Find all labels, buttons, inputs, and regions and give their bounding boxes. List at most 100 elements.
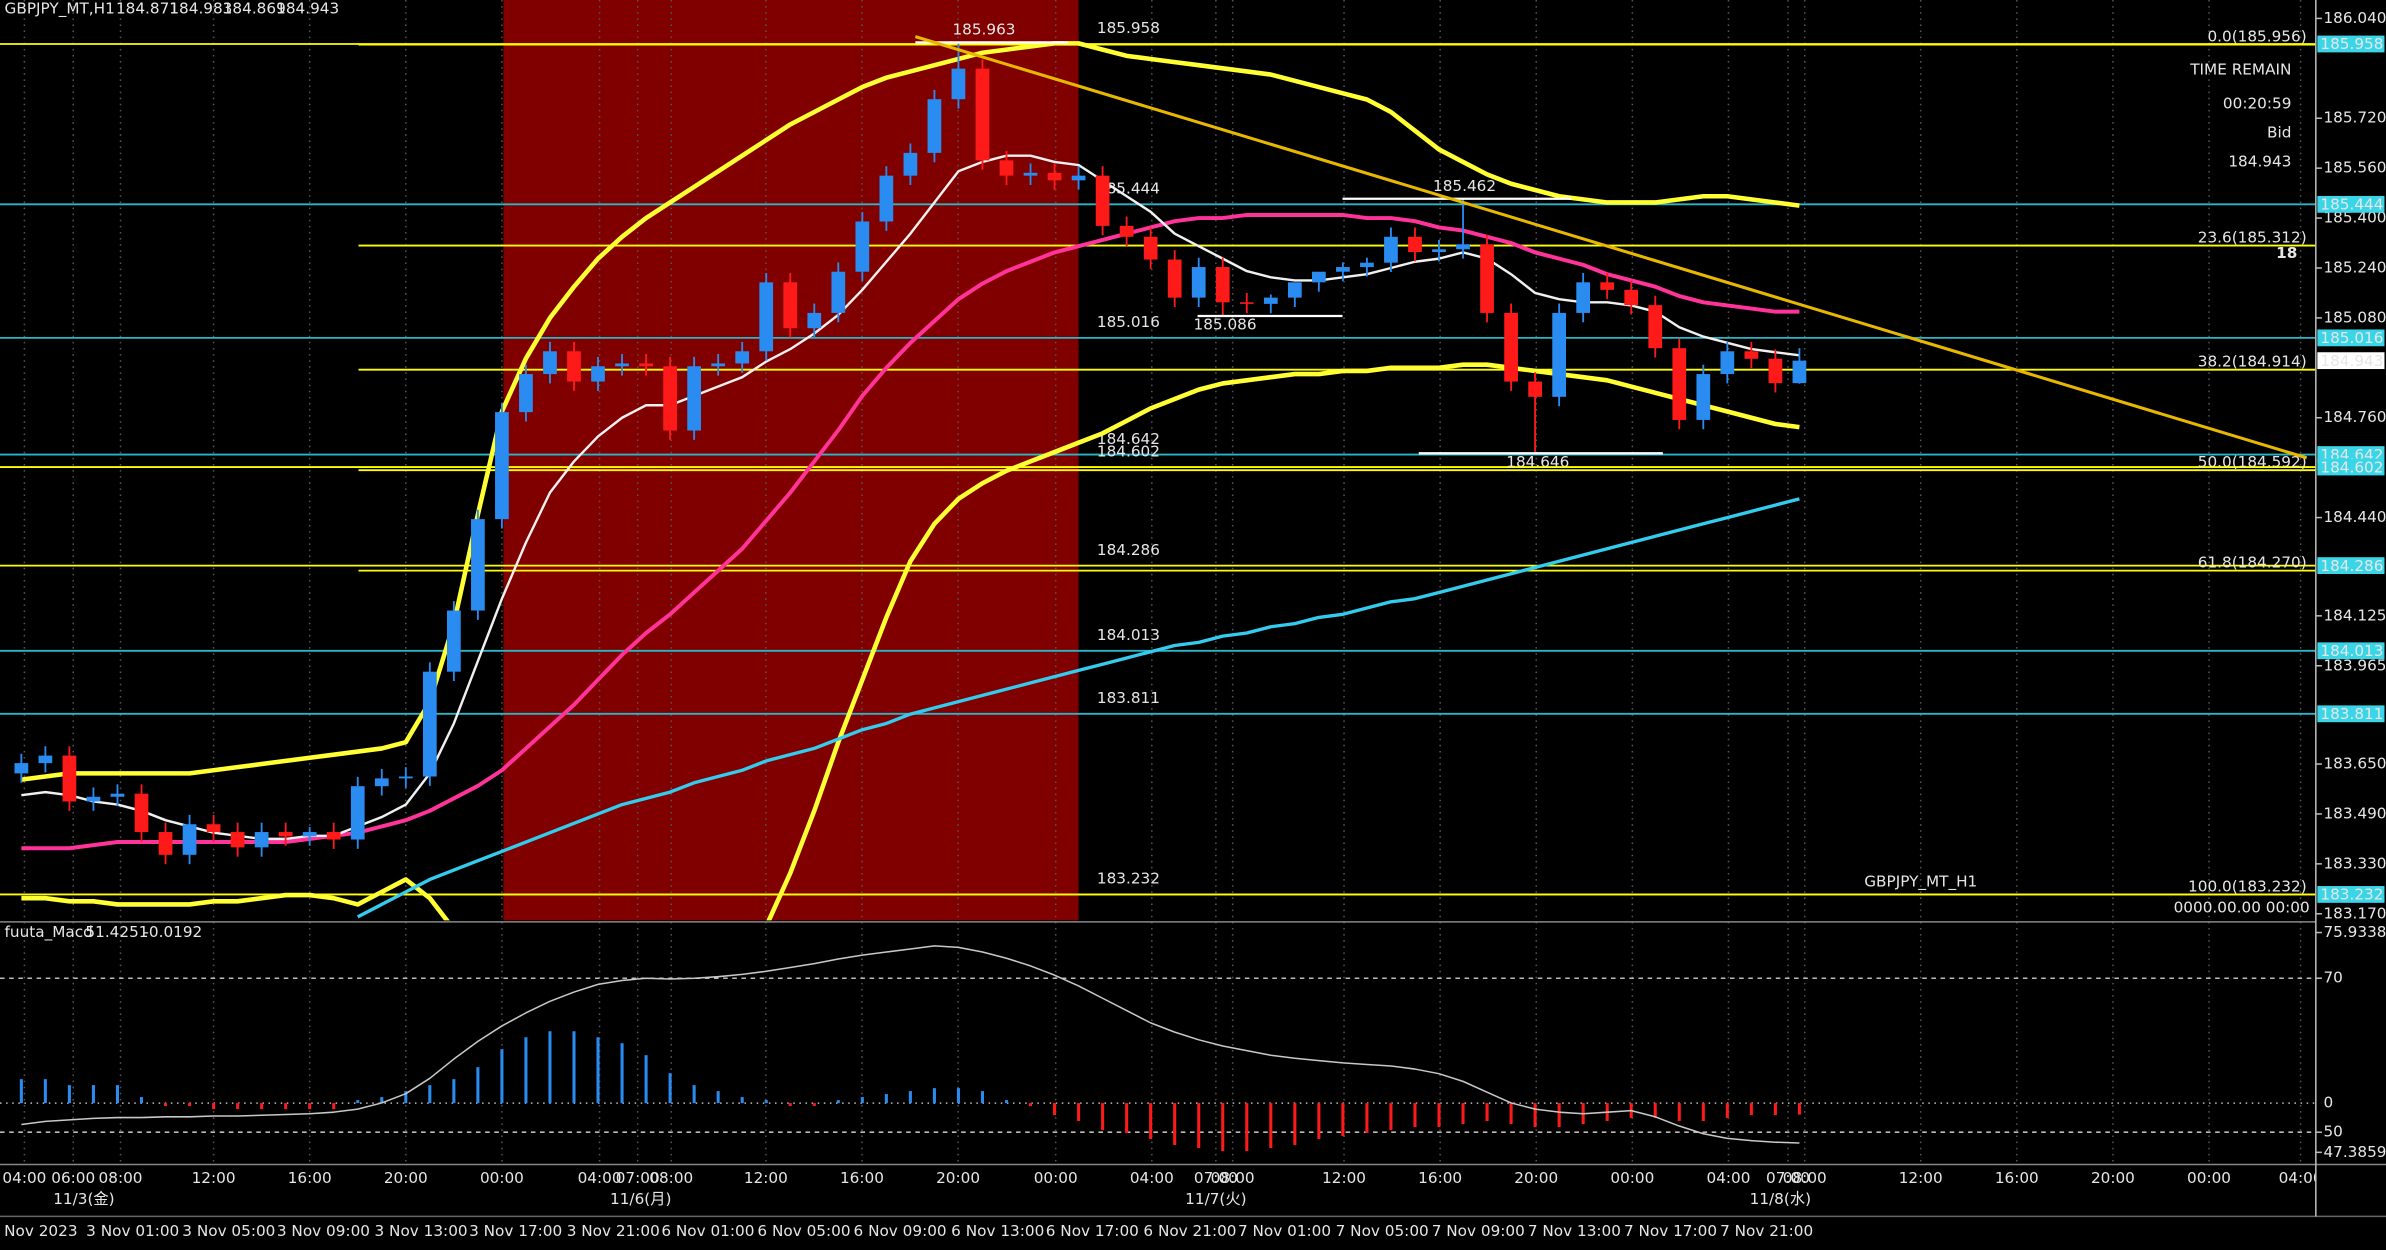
candle-body xyxy=(1336,267,1350,272)
candle-body xyxy=(302,832,317,837)
candle-body xyxy=(1552,312,1567,397)
x-tick-label: 04:00 xyxy=(2,1169,46,1187)
candle-body xyxy=(495,412,509,520)
y-tick-label: 183.650 xyxy=(2323,755,2386,773)
price-tag-label: 184.013 xyxy=(2320,642,2383,660)
x-tick-label: 20:00 xyxy=(384,1169,428,1187)
x-tick-label: 20:00 xyxy=(936,1169,980,1187)
session-label: 7 Nov 05:00 xyxy=(1336,1222,1429,1240)
candle-body xyxy=(326,832,341,840)
x-tick-label: 08:00 xyxy=(99,1169,143,1187)
candle-body xyxy=(446,610,461,672)
price-tag xyxy=(2317,35,2385,53)
candle-body xyxy=(1408,236,1422,253)
candle-body xyxy=(1071,175,1086,181)
macd-pane xyxy=(0,945,2316,1152)
candle-body xyxy=(422,671,437,777)
indicator-line xyxy=(356,497,1800,919)
session-label: 3 Nov 13:00 xyxy=(375,1222,468,1240)
candle-body xyxy=(1696,374,1711,420)
indicator-line xyxy=(21,362,1800,921)
candle-body xyxy=(1576,282,1591,313)
y2-tick-label: 0 xyxy=(2323,1094,2333,1112)
annotation-label: 185.963 xyxy=(952,21,1015,39)
candle-body xyxy=(687,366,702,431)
watermark: GBPJPY_MT_H1 xyxy=(1864,873,1977,892)
date-label: 11/3(金) xyxy=(53,1190,114,1208)
candle-body xyxy=(158,832,173,855)
candle-body xyxy=(1792,360,1807,384)
ohlc-value: 184.983 xyxy=(169,0,232,18)
candle-body xyxy=(374,778,389,787)
x-tick-label: 16:00 xyxy=(288,1169,332,1187)
candle-body xyxy=(1119,225,1134,237)
y-tick-label: 183.490 xyxy=(2323,804,2386,822)
x-tick-label: 12:00 xyxy=(1899,1169,1943,1187)
fib-label: 38.2(184.914) xyxy=(2198,353,2307,371)
x-tick-label: 12:00 xyxy=(192,1169,236,1187)
session-label: 6 Nov 17:00 xyxy=(1046,1222,1139,1240)
watermark-date: 0000.00.00 00:00 xyxy=(2174,899,2310,917)
candle-body xyxy=(398,776,413,779)
candle-body xyxy=(711,363,726,367)
x-tick-label: 08:00 xyxy=(649,1169,693,1187)
y-tick-label: 70 xyxy=(2323,969,2342,987)
candle-body xyxy=(855,221,870,272)
cut-text: 18 xyxy=(2276,244,2297,262)
candle-body xyxy=(1624,289,1639,306)
candle-body xyxy=(543,351,557,375)
x-tick-label: 16:00 xyxy=(840,1169,884,1187)
session-label: 2 Nov 2023 xyxy=(0,1222,78,1240)
date-label: 11/8(水) xyxy=(1750,1190,1811,1208)
x-tick-label: 04:00 xyxy=(1707,1169,1751,1187)
candle-body xyxy=(1720,351,1735,375)
price-tag-label: 183.811 xyxy=(2320,705,2383,723)
candle-body xyxy=(663,366,677,431)
candle-body xyxy=(1672,348,1687,420)
candle-body xyxy=(1480,244,1494,313)
candle-body xyxy=(110,793,125,797)
session-label: 6 Nov 21:00 xyxy=(1143,1222,1236,1240)
fib-label: 100.0(183.232) xyxy=(2188,877,2307,895)
macd-line xyxy=(21,945,1800,1144)
x-tick-label: 06:00 xyxy=(51,1169,95,1187)
indicator-line xyxy=(21,154,1800,841)
candle-body xyxy=(62,755,77,802)
x-tick-label: 12:00 xyxy=(744,1169,788,1187)
x-tick-label: 07:00 xyxy=(616,1169,660,1187)
candle-body xyxy=(1600,282,1615,290)
candle-body xyxy=(591,366,605,382)
annotation-label: 184.646 xyxy=(1506,453,1569,471)
x-tick-label: 04:00 xyxy=(2279,1169,2323,1187)
price-tag xyxy=(2317,642,2385,660)
y-tick-label: 185.720 xyxy=(2323,109,2386,127)
x-tick-label: 00:00 xyxy=(480,1169,524,1187)
candle-body xyxy=(1239,302,1254,304)
candle-body xyxy=(134,793,149,833)
candle-body xyxy=(519,374,533,413)
level-label: 184.642 xyxy=(1097,430,1160,448)
macd-title: fuuta_Macd xyxy=(5,923,93,942)
candle-body xyxy=(1768,358,1783,384)
y-tick-label: 185.240 xyxy=(2323,258,2386,276)
x-tick-label: 16:00 xyxy=(1995,1169,2039,1187)
session-label: 7 Nov 21:00 xyxy=(1720,1222,1813,1240)
candle-body xyxy=(86,796,101,802)
level-label: 185.958 xyxy=(1097,19,1160,37)
axis-background xyxy=(2315,0,2386,1250)
price-tag-label: 184.286 xyxy=(2320,557,2383,575)
session-label: 3 Nov 09:00 xyxy=(277,1222,370,1240)
y-tick-label: 185.080 xyxy=(2323,308,2386,326)
candle-body xyxy=(831,271,846,313)
price-tag xyxy=(2317,195,2385,213)
candle-body xyxy=(182,824,197,855)
candle-body xyxy=(879,175,894,222)
level-label: 185.016 xyxy=(1097,313,1160,331)
candle-body xyxy=(14,763,29,774)
candle-body xyxy=(1095,175,1110,226)
price-tag-label: 185.958 xyxy=(2320,35,2383,53)
candle-body xyxy=(1432,249,1446,253)
y-tick-label: 47.3859 xyxy=(2323,1143,2386,1161)
x-tick-label: 00:00 xyxy=(2187,1169,2231,1187)
session-label: 7 Nov 01:00 xyxy=(1238,1222,1331,1240)
